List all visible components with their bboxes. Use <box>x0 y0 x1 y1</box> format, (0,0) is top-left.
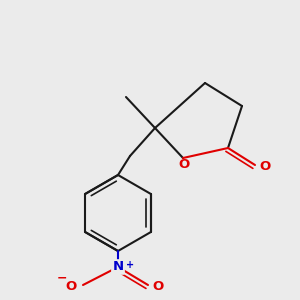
Text: −: − <box>57 272 67 284</box>
Text: O: O <box>65 280 76 293</box>
Text: O: O <box>152 280 164 293</box>
Text: O: O <box>178 158 190 170</box>
Text: N: N <box>112 260 124 274</box>
Text: +: + <box>126 260 134 270</box>
Text: O: O <box>260 160 271 173</box>
